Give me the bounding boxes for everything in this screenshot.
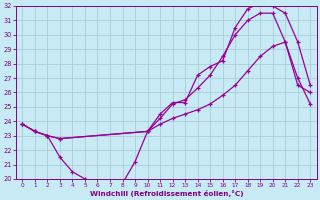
X-axis label: Windchill (Refroidissement éolien,°C): Windchill (Refroidissement éolien,°C) — [90, 190, 243, 197]
